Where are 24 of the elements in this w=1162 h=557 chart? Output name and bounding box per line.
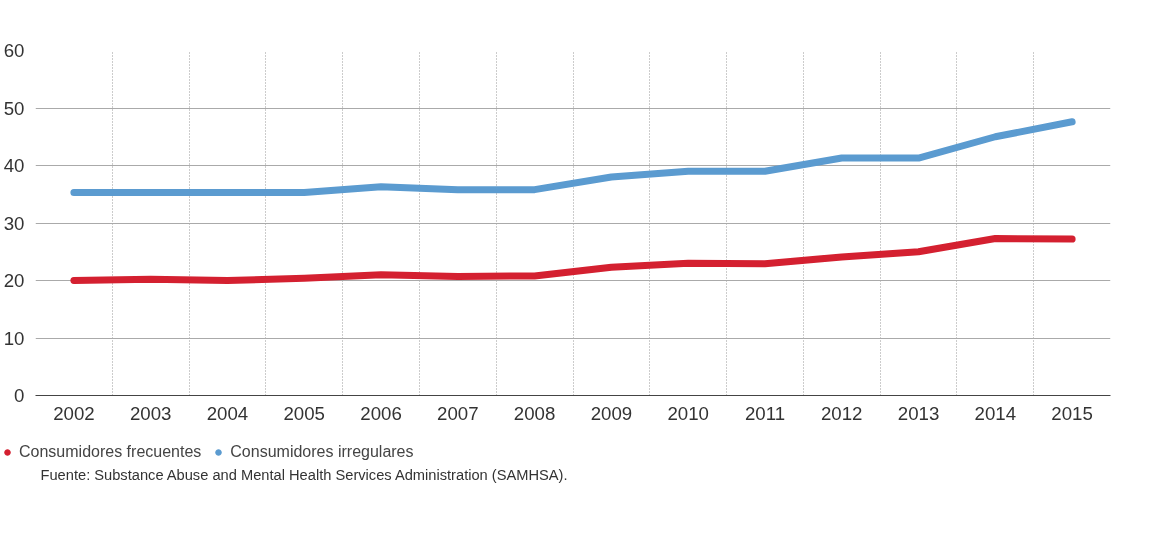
x-tick-label: 2013 xyxy=(897,402,940,424)
legend-label: Consumidores irregulares xyxy=(230,443,414,461)
x-tick-label: 2010 xyxy=(667,402,709,424)
y-tick-label: 30 xyxy=(3,212,25,234)
x-tick-label: 2005 xyxy=(283,402,326,424)
x-tick-label: 2014 xyxy=(974,402,1017,424)
x-tick-label: 2012 xyxy=(821,402,863,424)
y-tick-label: 0 xyxy=(14,385,25,406)
x-tick-label: 2002 xyxy=(53,402,95,424)
legend-label: Consumidores frecuentes xyxy=(19,443,202,461)
y-tick-label: 10 xyxy=(3,327,25,349)
x-tick-label: 2003 xyxy=(129,402,172,424)
x-tick-label: 2015 xyxy=(1051,402,1093,424)
x-tick-label: 2007 xyxy=(437,402,479,424)
x-tick-label: 2009 xyxy=(590,402,633,424)
x-tick-label: 2011 xyxy=(744,402,786,424)
x-tick-label: 2004 xyxy=(206,402,249,424)
x-tick-label: 2006 xyxy=(360,402,402,424)
y-tick-label: 20 xyxy=(3,270,25,291)
source-note: Fuente: Substance Abuse and Mental Health Services Administration (SAMHSA). xyxy=(40,466,568,483)
x-tick-label: 2008 xyxy=(513,402,556,424)
y-tick-label: 60 xyxy=(3,40,25,61)
y-tick-label: 50 xyxy=(3,97,25,119)
y-tick-label: 40 xyxy=(3,155,25,176)
